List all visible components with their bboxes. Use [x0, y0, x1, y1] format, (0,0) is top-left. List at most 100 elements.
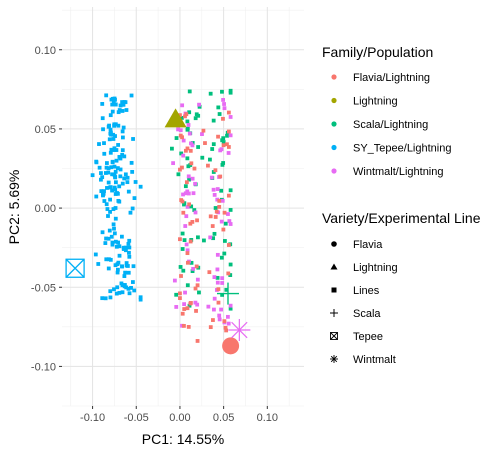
data-point	[97, 165, 102, 170]
data-point	[116, 260, 121, 265]
data-point	[196, 113, 201, 118]
data-point	[124, 261, 129, 265]
data-point	[222, 319, 227, 324]
x-tick-label: 0.00	[169, 412, 190, 424]
data-point	[131, 280, 135, 284]
parent-scala-marker	[216, 282, 239, 305]
data-point	[185, 146, 190, 151]
data-point	[196, 235, 200, 240]
data-point	[116, 123, 121, 128]
data-point	[228, 273, 233, 277]
data-point	[226, 271, 231, 276]
data-point	[120, 148, 125, 153]
data-point	[109, 147, 114, 152]
data-point	[120, 264, 124, 269]
data-point	[186, 123, 191, 127]
data-point	[189, 161, 194, 166]
data-point	[217, 317, 222, 322]
plus-icon	[330, 309, 338, 317]
data-point	[94, 160, 99, 165]
data-point	[100, 102, 105, 106]
data-point	[122, 274, 127, 278]
data-point	[118, 167, 123, 172]
data-point	[103, 296, 108, 301]
data-point	[228, 306, 233, 311]
data-point	[110, 109, 115, 114]
color-legend-key	[331, 144, 337, 151]
data-point	[192, 208, 197, 212]
data-point	[197, 102, 201, 107]
data-point	[108, 185, 113, 190]
data-point	[178, 113, 182, 118]
data-point	[228, 133, 233, 138]
data-point	[216, 105, 221, 110]
data-point	[182, 323, 186, 328]
data-point	[114, 244, 119, 249]
data-point	[109, 165, 114, 170]
data-point	[127, 254, 132, 259]
data-point	[208, 214, 213, 219]
data-point	[217, 205, 222, 209]
data-point	[94, 194, 99, 199]
data-point	[219, 307, 224, 312]
data-point	[223, 221, 228, 226]
data-point	[196, 145, 201, 149]
data-point	[185, 260, 190, 265]
data-point	[107, 257, 111, 262]
data-point	[219, 147, 224, 152]
data-point	[189, 260, 194, 265]
data-point	[131, 264, 136, 269]
data-point	[126, 286, 131, 291]
color-legend: Flavia/Lightning Lightning Scala/Lightning…	[331, 72, 451, 178]
data-point	[129, 160, 134, 165]
data-point	[101, 127, 105, 132]
data-point	[183, 114, 187, 119]
plot-panel	[62, 7, 304, 406]
data-point	[108, 295, 113, 300]
data-point	[117, 199, 122, 204]
data-point	[185, 119, 190, 124]
data-point	[183, 224, 188, 228]
data-point	[121, 102, 126, 107]
data-point	[185, 251, 190, 256]
color-legend-label: Scala/Lightning	[353, 119, 428, 131]
x-tick-label: 0.10	[257, 412, 278, 424]
data-point	[187, 303, 192, 308]
y-tick-label: 0.05	[35, 124, 56, 136]
data-point	[187, 110, 192, 115]
data-point	[192, 166, 197, 171]
data-point	[217, 198, 222, 203]
data-point	[185, 126, 190, 131]
data-point	[215, 252, 220, 257]
data-point	[123, 270, 128, 275]
data-point	[226, 145, 231, 149]
data-point	[116, 240, 120, 245]
data-point	[193, 116, 198, 121]
data-point	[219, 219, 224, 224]
data-point	[220, 138, 225, 143]
data-point	[100, 296, 105, 301]
data-point	[185, 283, 190, 288]
data-point	[113, 239, 118, 244]
color-legend-key	[331, 121, 337, 127]
data-point	[133, 180, 138, 184]
data-point	[109, 234, 114, 239]
data-point	[211, 118, 216, 123]
data-point	[211, 236, 216, 241]
data-point	[122, 154, 127, 159]
data-point	[124, 108, 129, 112]
data-point	[220, 162, 225, 167]
data-point	[191, 266, 196, 271]
x-tick-label: -0.05	[124, 412, 149, 424]
data-point	[110, 240, 115, 245]
data-point	[113, 134, 117, 138]
data-point	[200, 155, 205, 160]
data-point	[131, 137, 135, 141]
data-point	[214, 209, 219, 214]
data-point	[187, 131, 192, 136]
data-point	[180, 247, 185, 251]
data-point	[225, 314, 230, 319]
data-point	[174, 292, 179, 297]
data-point	[130, 206, 135, 211]
